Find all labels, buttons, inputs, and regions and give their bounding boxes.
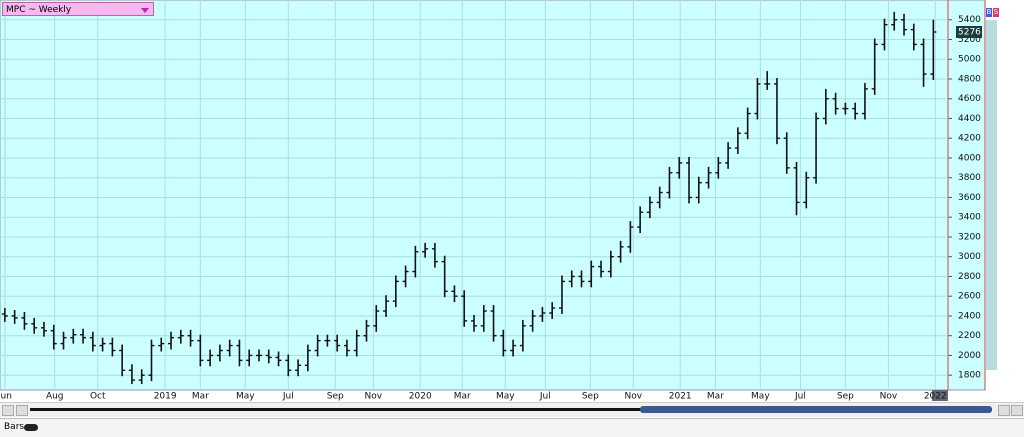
chart-title: MPC ~ Weekly — [6, 5, 72, 15]
x-tick-label: Jul — [539, 392, 551, 402]
scroll-left-step[interactable] — [16, 405, 28, 416]
x-tick-label: 2021 — [669, 392, 692, 402]
x-tick-label: Aug — [46, 392, 64, 402]
y-tick-label: 2600 — [958, 292, 981, 302]
mode-icon[interactable] — [24, 424, 38, 431]
y-tick-label: 3400 — [958, 213, 981, 223]
chart: 1800 2000 2200 2400 2600 2800 3000 3200 3400 3600… — [0, 0, 997, 402]
toolbar: Bars — [0, 418, 1024, 437]
y-tick-label: 3000 — [958, 252, 981, 262]
x-tick-label: Sep — [582, 392, 599, 402]
y-tick-label: 3200 — [958, 232, 981, 242]
y-tick-label: 4800 — [958, 74, 981, 84]
x-tick-label: Sep — [327, 392, 344, 402]
y-tick-label: 4600 — [958, 94, 981, 104]
last-price-box — [956, 25, 982, 38]
y-tick-label: 5200 — [958, 35, 981, 45]
x-tick-label: Nov — [625, 392, 643, 402]
x-tick-label: Jun — [0, 392, 12, 402]
scroll-track — [30, 408, 992, 411]
y-tick-label: 3800 — [958, 173, 981, 183]
scroll-thumb[interactable] — [640, 406, 992, 413]
x-tick-label: Jul — [282, 392, 294, 402]
x-tick-label: May — [236, 392, 255, 402]
y-tick-label: 5000 — [958, 55, 981, 65]
y-tick-label: 1800 — [958, 371, 981, 381]
chart-mode[interactable]: Bars — [4, 422, 25, 432]
y-tick-label: 2400 — [958, 311, 981, 321]
y-tick-label: 3600 — [958, 193, 981, 203]
y-tick-label: 2200 — [958, 331, 981, 341]
x-tick-label: Sep — [837, 392, 854, 402]
side-bar — [986, 20, 997, 370]
x-tick-label: May — [496, 392, 515, 402]
x-tick-label: Mar — [707, 392, 724, 402]
y-tick-label: 4000 — [958, 153, 981, 163]
y-tick-label: 5400 — [958, 15, 981, 25]
x-tick-label: Oct — [90, 392, 106, 402]
x-tick-label: 2020 — [409, 392, 432, 402]
x-tick-label: Mar — [192, 392, 209, 402]
plot-background — [0, 0, 986, 391]
scroll-left[interactable] — [2, 405, 14, 416]
x-tick-label: 2022 — [924, 392, 947, 402]
x-marker — [932, 390, 948, 401]
y-tick-label: 4200 — [958, 134, 981, 144]
y-tick-label: 2800 — [958, 272, 981, 282]
x-tick-label: May — [751, 392, 770, 402]
sell-button[interactable]: S — [993, 8, 999, 17]
y-tick-label: 4400 — [958, 114, 981, 124]
scrollbar — [0, 402, 1024, 417]
x-tick-label: Jul — [794, 392, 806, 402]
x-tick-label: Nov — [880, 392, 898, 402]
x-tick-label: 2019 — [154, 392, 177, 402]
scroll-end[interactable] — [1011, 405, 1023, 416]
x-tick-label: Mar — [454, 392, 471, 402]
last-price-label: 5276 — [958, 27, 981, 37]
y-tick-label: 2000 — [958, 351, 981, 361]
symbol-selector[interactable]: MPC ~ Weekly — [2, 2, 154, 16]
x-tick-label: Nov — [365, 392, 383, 402]
dropdown-arrow — [141, 8, 149, 13]
buy-button[interactable]: B — [986, 8, 992, 17]
scroll-right[interactable] — [998, 405, 1010, 416]
